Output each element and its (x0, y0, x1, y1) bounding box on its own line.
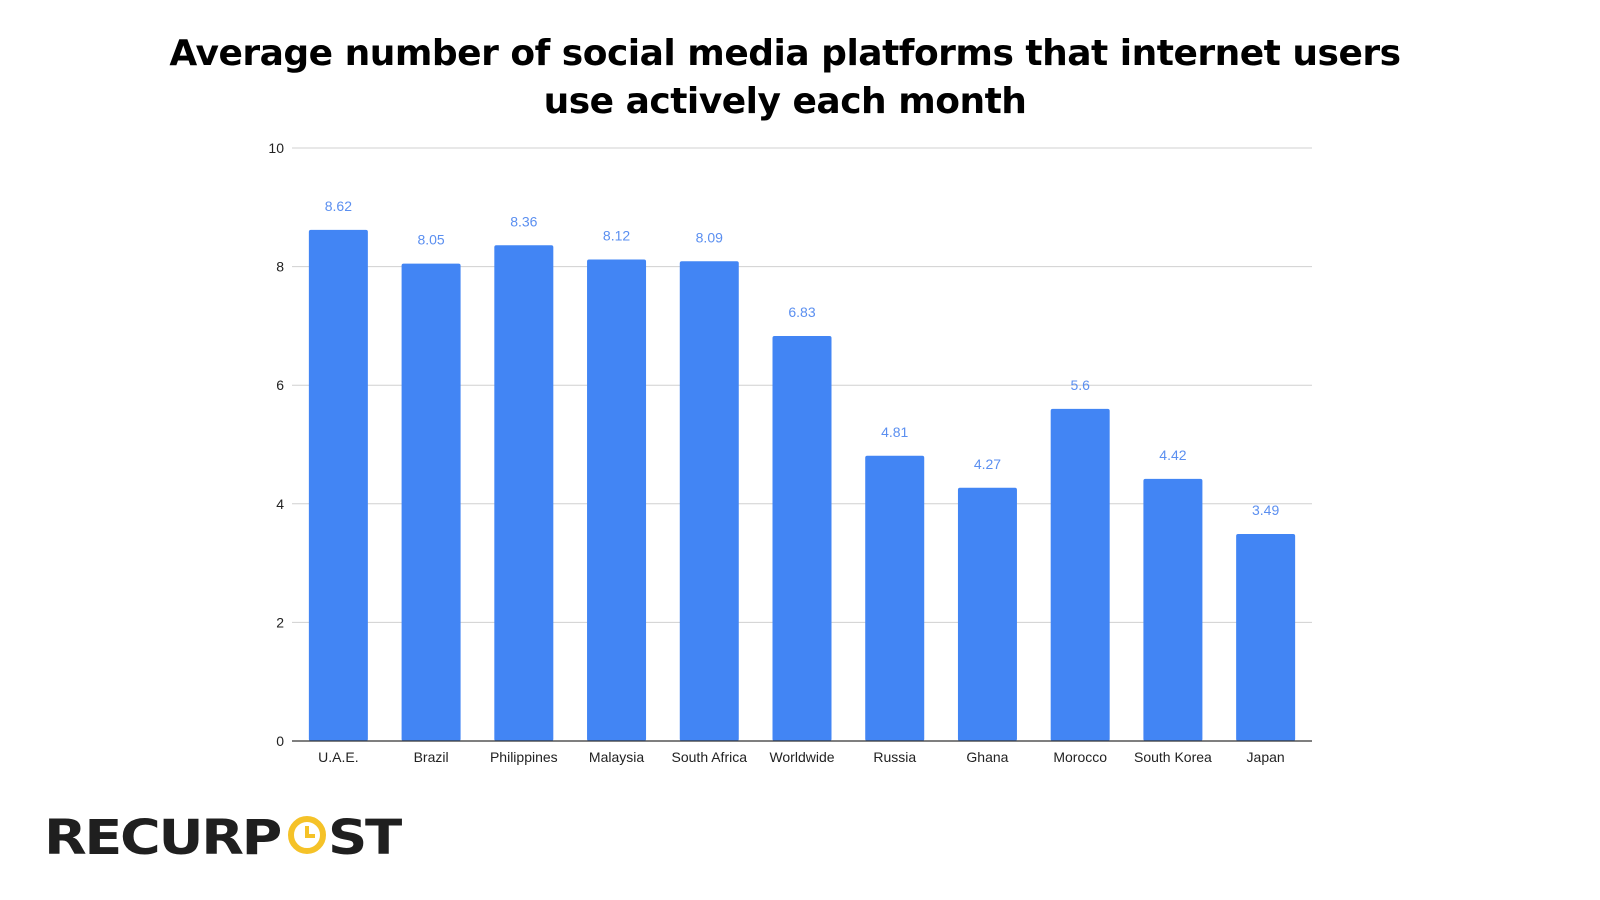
data-label: 4.27 (974, 456, 1001, 472)
x-tick-label: Philippines (490, 749, 558, 765)
svg-text:ST: ST (328, 810, 403, 864)
clock-icon (288, 816, 326, 854)
y-tick-label: 8 (276, 259, 284, 275)
data-label: 4.81 (881, 424, 908, 440)
x-tick-label: Russia (873, 749, 916, 765)
bar (1143, 478, 1203, 741)
data-label: 3.49 (1252, 502, 1279, 518)
bar (587, 259, 647, 741)
x-tick-label: Japan (1247, 749, 1285, 765)
y-tick-label: 4 (276, 496, 284, 512)
chart-title-line-1: Average number of social media platforms… (169, 33, 1401, 74)
data-label: 8.05 (417, 232, 444, 248)
bar-chart: 0 2 4 6 8 10 8.62 U.A.E. 8.05 Brazil 8.36 Philippin… (268, 140, 1312, 765)
x-tick-label: Ghana (966, 749, 1008, 765)
data-label: 5.6 (1070, 377, 1090, 393)
bar (1236, 534, 1296, 741)
bar (865, 455, 925, 741)
data-label: 4.42 (1159, 447, 1186, 463)
data-label: 8.36 (510, 213, 537, 229)
x-tick-label: U.A.E. (318, 749, 358, 765)
data-label: 8.12 (603, 227, 630, 243)
bar (401, 263, 461, 741)
data-label: 8.62 (325, 198, 352, 214)
data-label: 8.09 (696, 229, 723, 245)
x-tick-label: Worldwide (769, 749, 834, 765)
y-tick-label: 2 (276, 614, 284, 630)
bar (772, 335, 832, 741)
y-tick-label: 10 (268, 140, 284, 156)
chart-title: Average number of social media platforms… (0, 30, 1570, 126)
x-tick-label: South Korea (1134, 749, 1212, 765)
x-tick-label: Brazil (414, 749, 449, 765)
x-tick-label: South Africa (672, 749, 748, 765)
recurpost-logo: RECURP ST (44, 810, 404, 864)
chart-title-line-2: use actively each month (543, 81, 1027, 122)
bar (494, 245, 554, 741)
bar (957, 487, 1017, 741)
y-tick-label: 6 (276, 377, 284, 393)
svg-text:RECURP: RECURP (44, 810, 281, 864)
bar (679, 261, 739, 741)
x-tick-label: Malaysia (589, 749, 644, 765)
data-label: 6.83 (788, 304, 815, 320)
bar (1050, 408, 1110, 741)
bar (308, 229, 368, 742)
y-tick-label: 0 (276, 733, 284, 749)
x-tick-label: Morocco (1053, 749, 1107, 765)
